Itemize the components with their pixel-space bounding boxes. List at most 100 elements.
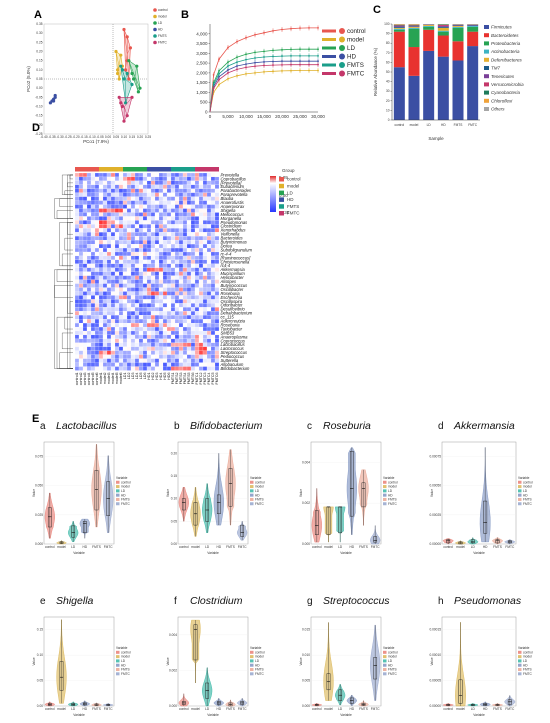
heat-cell (190, 180, 196, 185)
heat-cell (130, 271, 136, 276)
heat-cell (186, 184, 192, 189)
heat-cell (134, 184, 140, 189)
heat-col-label: FMTS3 (179, 373, 183, 385)
heat-cell (178, 244, 184, 249)
heat-cell (114, 366, 120, 371)
heat-row-label: Coprococcus (221, 338, 246, 343)
violin-xtick-label: model (456, 545, 465, 549)
heat-cell (94, 319, 100, 324)
heat-cell (182, 255, 188, 260)
heat-cell (114, 200, 120, 205)
heat-cell (102, 299, 108, 304)
pcoa-point-LD (136, 90, 140, 94)
heat-col-label: control5 (91, 373, 95, 386)
rare-point (281, 28, 283, 31)
rare-point (290, 54, 292, 57)
violin-box (193, 624, 198, 661)
heat-cell (130, 350, 136, 355)
heat-cell (114, 275, 120, 280)
violin-xtick-label: control (45, 545, 55, 549)
heat-cell (210, 271, 216, 276)
heat-row-label: Pediococcus (221, 354, 246, 359)
heat-cell (90, 228, 96, 233)
heat-cell (202, 216, 208, 221)
heat-cell (110, 295, 116, 300)
heat-cell (210, 255, 216, 260)
heat-cell (78, 311, 84, 316)
heat-cell (206, 192, 212, 197)
heat-cell (198, 263, 204, 268)
violin-ylabel: Value (32, 657, 36, 665)
heat-cell (186, 212, 192, 217)
heat-cell (122, 216, 128, 221)
heat-cell (198, 299, 204, 304)
rare-ytick-label: 1,000 (196, 90, 208, 95)
heat-cell (166, 255, 172, 260)
heat-cell (170, 271, 176, 276)
heat-cell (162, 176, 168, 181)
heat-cell (170, 307, 176, 312)
heat-cell (78, 362, 84, 367)
heat-cell (142, 299, 148, 304)
heat-cell (170, 330, 176, 336)
heat-cell (194, 275, 200, 280)
heat-cell (110, 338, 116, 343)
stack-legend-swatch (484, 82, 489, 87)
heat-cell (114, 172, 120, 178)
heat-cell (82, 287, 88, 292)
violin-legend-label: HD (523, 493, 528, 497)
heat-cell (106, 326, 112, 332)
heat-cell (166, 350, 172, 355)
violin-legend-title: Variable (116, 476, 128, 480)
heat-cell (90, 350, 96, 355)
rare-point (227, 69, 229, 71)
heat-cell (206, 220, 212, 225)
heat-cell (106, 334, 112, 339)
heat-cell (202, 240, 208, 245)
heat-cell (178, 307, 184, 312)
heat-cell (174, 299, 180, 304)
heat-cell (174, 204, 180, 209)
heat-cell (198, 307, 204, 312)
heat-cell (154, 319, 160, 324)
heat-cell (82, 216, 88, 221)
heat-cell (142, 342, 148, 347)
heat-cell (110, 172, 116, 178)
heat-cell (190, 271, 196, 276)
heat-row-label: Dehalobacterium (221, 311, 253, 316)
heat-cell (118, 307, 124, 312)
heat-cell (162, 220, 168, 225)
heat-cell (162, 283, 168, 288)
rare-point (290, 48, 292, 51)
heat-cell (122, 338, 128, 343)
violin-ytick-label: 0.000 (169, 704, 177, 708)
heat-cell (78, 244, 84, 249)
heat-cell (190, 228, 196, 233)
pcoa-legend-label: control (158, 8, 168, 12)
heat-cell (78, 338, 84, 343)
heat-cell (118, 275, 124, 280)
heat-cell (86, 326, 92, 332)
heat-cell (98, 240, 104, 245)
violin-legend-label: HD (255, 663, 260, 667)
heat-cell (126, 315, 132, 320)
violin-title: Streptococcus (323, 595, 390, 607)
heat-cell (182, 287, 188, 292)
heat-cell (114, 220, 120, 225)
heat-cell (194, 366, 200, 371)
violin-xlabel: Variable (73, 713, 85, 717)
heat-cell (166, 283, 172, 288)
heat-cell (94, 275, 100, 280)
heat-cell (122, 323, 128, 328)
stack-segment-tenericutes (437, 25, 449, 27)
heat-cell (210, 319, 216, 324)
pcoa-xtick-label: 0.25 (145, 135, 151, 139)
heat-cell (134, 346, 140, 351)
heat-cell (214, 188, 220, 193)
heat-cell (210, 315, 216, 320)
heat-col-label: LD2 (127, 372, 131, 379)
pcoa-xtick-label: 0.20 (137, 135, 143, 139)
heat-cell (82, 232, 88, 237)
heat-cell (94, 188, 100, 193)
heat-cell (106, 247, 112, 253)
